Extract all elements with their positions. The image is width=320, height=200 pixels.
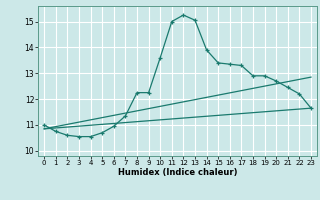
X-axis label: Humidex (Indice chaleur): Humidex (Indice chaleur): [118, 168, 237, 177]
